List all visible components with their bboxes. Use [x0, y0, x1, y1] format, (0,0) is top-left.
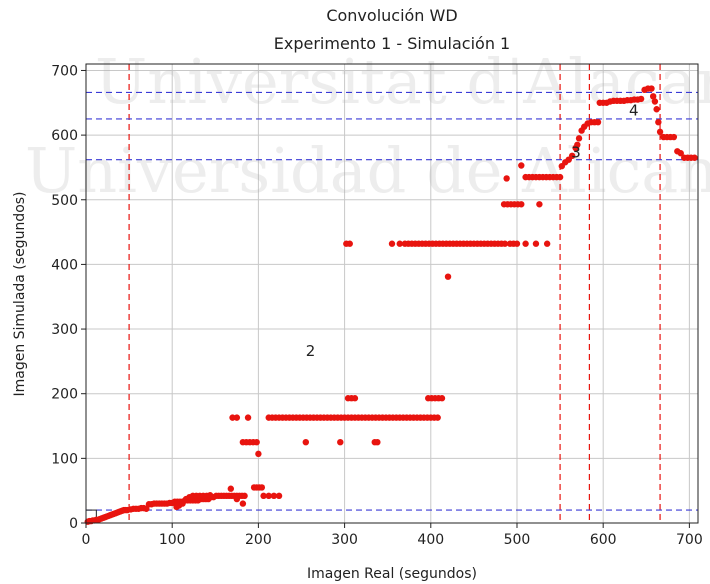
data-point — [337, 438, 344, 446]
x-tick-label: 400 — [417, 532, 444, 548]
x-tick-label: 300 — [331, 532, 358, 548]
data-point — [543, 240, 551, 247]
segment-annotation: 4 — [629, 102, 639, 120]
data-point — [233, 414, 241, 421]
data-point — [677, 150, 684, 157]
data-points — [84, 85, 698, 525]
data-point — [518, 201, 525, 208]
data-point — [227, 485, 235, 492]
data-point — [179, 500, 186, 507]
chart-title: Convolución WD — [326, 6, 458, 25]
data-point — [637, 95, 645, 103]
data-point — [253, 438, 260, 446]
data-point — [258, 484, 266, 491]
data-point — [651, 98, 659, 105]
data-point — [255, 450, 262, 458]
data-point — [649, 93, 657, 100]
data-point — [653, 106, 660, 113]
data-point — [691, 154, 698, 161]
annotations: 2 3 4 — [306, 102, 639, 360]
data-point — [206, 492, 214, 499]
x-tick-label: 700 — [676, 532, 703, 548]
watermark: Universitat d'Alacant Universidad de Ali… — [25, 45, 710, 207]
y-tick-label: 500 — [51, 193, 78, 209]
data-point — [656, 128, 664, 136]
grid — [85, 64, 698, 524]
data-point — [536, 201, 543, 208]
y-tick-label: 300 — [51, 322, 78, 338]
data-point — [444, 273, 452, 280]
y-tick-label: 700 — [51, 63, 78, 79]
data-point — [513, 240, 521, 247]
data-point — [648, 85, 655, 92]
data-point — [522, 240, 529, 247]
y-tick-label: 600 — [51, 128, 78, 144]
data-point — [388, 240, 396, 247]
x-tick-label: 600 — [590, 532, 617, 548]
data-point — [265, 492, 272, 500]
data-point — [518, 162, 525, 169]
y-tick-label: 400 — [51, 257, 78, 273]
data-point — [270, 492, 278, 500]
x-axis-ticks: 0 100 200 300 400 500 600 700 — [82, 523, 703, 548]
data-point — [575, 135, 583, 142]
data-point — [434, 414, 441, 421]
watermark-line-2: Universidad de Alicante — [25, 134, 710, 207]
segment-annotation: 2 — [306, 342, 316, 360]
data-point — [241, 492, 248, 500]
data-point — [302, 438, 310, 446]
data-point — [351, 395, 359, 402]
x-tick-label: 500 — [504, 532, 531, 548]
segment-annotation: 3 — [571, 144, 581, 162]
y-tick-label: 200 — [51, 387, 78, 403]
x-tick-label: 0 — [82, 532, 91, 548]
data-point — [532, 240, 540, 247]
y-tick-label: 100 — [51, 451, 78, 467]
data-point — [501, 240, 509, 247]
data-point — [574, 141, 581, 149]
chart-subtitle: Experimento 1 - Simulación 1 — [273, 34, 511, 53]
data-point — [233, 495, 241, 503]
data-point — [556, 173, 564, 181]
x-axis-label: Imagen Real (segundos) — [307, 566, 477, 582]
x-tick-label: 200 — [245, 532, 272, 548]
data-point — [239, 500, 247, 507]
data-point — [568, 152, 576, 159]
data-point — [244, 414, 252, 421]
plot-frame — [85, 63, 699, 524]
data-point — [438, 395, 446, 402]
data-point — [503, 175, 510, 182]
data-point — [275, 492, 283, 500]
watermark-line-1: Universitat d'Alacant — [95, 45, 710, 118]
data-point — [594, 118, 602, 126]
y-axis-label: Imagen Simulada (segundos) — [12, 191, 28, 396]
data-point — [374, 438, 381, 446]
data-point — [670, 133, 678, 141]
data-point — [655, 118, 662, 126]
data-point — [346, 240, 353, 247]
data-point — [260, 492, 267, 500]
data-point — [396, 240, 403, 247]
reference-lines — [85, 64, 698, 524]
x-tick-label: 100 — [159, 532, 186, 548]
y-tick-label: 0 — [69, 516, 78, 532]
y-axis-ticks: 0 100 200 300 400 500 600 700 — [51, 63, 86, 532]
